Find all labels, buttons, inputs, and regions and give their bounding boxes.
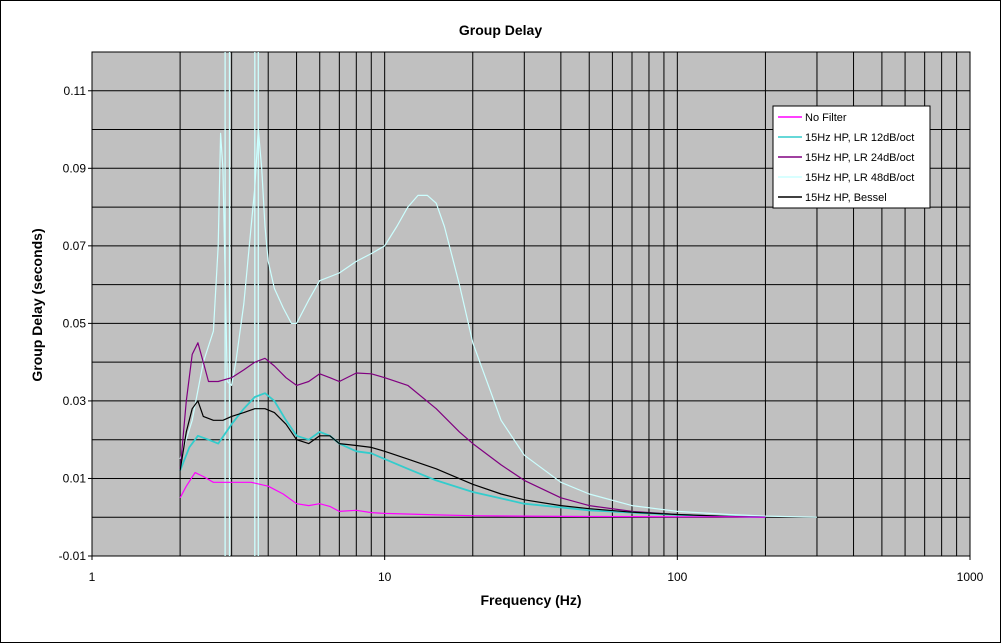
y-tick-labels: -0.01 0.01 0.03 0.05 0.07 0.09 0.11 [59, 84, 92, 563]
x-tick-labels: 1 10 100 1000 [89, 556, 984, 584]
legend: No Filter 15Hz HP, LR 12dB/oct 15Hz HP, LR… [773, 106, 930, 208]
y-tick-label: 0.05 [63, 316, 87, 330]
legend-label: No Filter [805, 112, 847, 124]
legend-label: 15Hz HP, Bessel [805, 192, 887, 204]
y-tick-label: 0.07 [63, 239, 87, 253]
x-tick-label: 1000 [957, 570, 984, 584]
legend-label: 15Hz HP, LR 48dB/oct [805, 172, 914, 184]
y-tick-label: 0.11 [64, 84, 87, 98]
legend-label: 15Hz HP, LR 24dB/oct [805, 152, 914, 164]
y-tick-label: 0.01 [63, 471, 87, 485]
legend-label: 15Hz HP, LR 12dB/oct [805, 132, 914, 144]
y-tick-label: 0.09 [63, 161, 87, 175]
y-tick-label: -0.01 [59, 549, 87, 563]
x-tick-label: 1 [89, 570, 96, 584]
x-tick-label: 10 [378, 570, 392, 584]
x-tick-label: 100 [667, 570, 687, 584]
y-tick-label: 0.03 [63, 394, 87, 408]
